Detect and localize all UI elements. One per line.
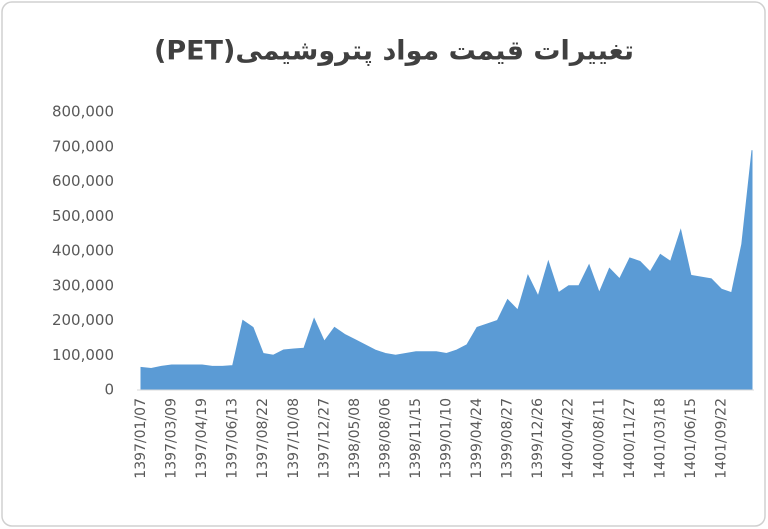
y-tick-label: 800,000 xyxy=(52,103,114,121)
x-tick-label: 1400/08/11 xyxy=(591,398,607,479)
y-tick-label: 100,000 xyxy=(52,346,114,364)
y-tick-label: 600,000 xyxy=(52,172,114,190)
x-tick-label: 1397/08/22 xyxy=(255,398,271,479)
x-tick-label: 1399/04/24 xyxy=(469,398,485,479)
x-tick-label: 1397/04/19 xyxy=(194,398,210,479)
x-tick-label: 1398/05/08 xyxy=(347,398,363,479)
x-tick-label: 1399/01/10 xyxy=(439,398,455,479)
x-tick-label: 1398/11/15 xyxy=(408,398,424,479)
x-tick-label: 1397/01/07 xyxy=(133,398,149,479)
y-tick-label: 500,000 xyxy=(52,207,114,225)
x-tick-label: 1397/06/13 xyxy=(225,398,241,479)
y-tick-label: 200,000 xyxy=(52,311,114,329)
y-tick-label: 700,000 xyxy=(52,137,114,155)
x-tick-label: 1399/12/26 xyxy=(530,398,546,479)
x-tick-label: 1401/09/22 xyxy=(713,398,729,479)
x-tick-label: 1397/03/09 xyxy=(164,398,180,479)
x-tick-label: 1401/03/18 xyxy=(652,398,668,479)
y-tick-label: 0 xyxy=(104,381,114,399)
y-tick-label: 300,000 xyxy=(52,276,114,294)
x-tick-label: 1398/08/06 xyxy=(377,398,393,479)
y-tick-label: 400,000 xyxy=(52,242,114,260)
x-tick-label: 1397/10/08 xyxy=(286,398,302,479)
x-tick-label: 1397/12/27 xyxy=(316,398,332,479)
area xyxy=(140,150,753,391)
x-tick-label: 1401/06/15 xyxy=(683,398,699,479)
x-tick-label: 1400/04/22 xyxy=(561,398,577,479)
x-tick-label: 1400/11/27 xyxy=(622,398,638,479)
chart-title: تغییرات قیمت مواد پتروشیمی(PET) xyxy=(154,36,634,67)
x-tick-label: 1399/08/27 xyxy=(500,398,516,479)
